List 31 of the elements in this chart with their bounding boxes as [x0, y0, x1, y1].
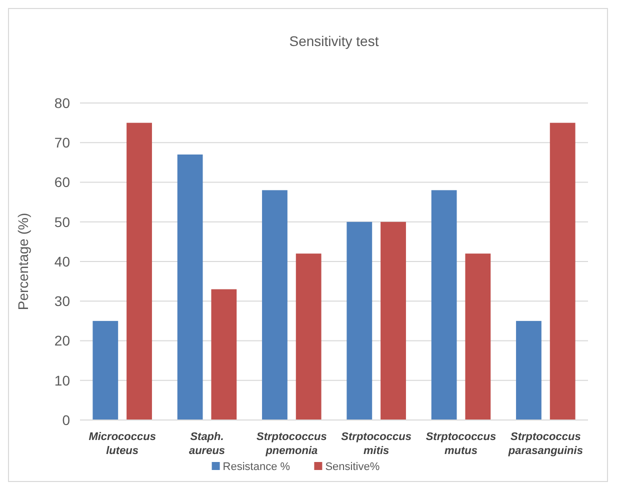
legend-label: Resistance %: [222, 461, 290, 473]
x-tick-label: Micrococcus luteus: [88, 431, 156, 457]
y-axis-title: Percentage (%): [15, 212, 31, 310]
bar: [516, 320, 542, 420]
bar: [92, 320, 118, 420]
bar: [380, 222, 406, 420]
x-tick-label: Strptococcus parasanguinis: [507, 431, 583, 457]
y-tick-label: 20: [54, 332, 70, 349]
y-tick-label: 0: [62, 412, 70, 428]
bar: [550, 122, 576, 420]
bar: [431, 190, 457, 420]
legend-label: Sensitive%: [325, 461, 380, 473]
bar: [296, 254, 322, 420]
y-tick-label: 30: [54, 293, 70, 310]
bar: [262, 190, 288, 420]
y-tick-label: 50: [54, 214, 70, 230]
x-tick-label: Strptococcus pnemonia: [256, 431, 327, 457]
bar: [465, 254, 491, 420]
y-tick-label: 70: [54, 134, 70, 151]
y-tick-label: 40: [54, 253, 70, 270]
x-tick-label: Strptococcus mitis: [341, 431, 412, 457]
bar: [177, 154, 203, 420]
y-tick-label: 10: [54, 372, 70, 388]
chart-title: Sensitivity test: [289, 33, 379, 49]
bar: [346, 222, 372, 420]
y-tick-label: 60: [54, 174, 70, 190]
x-tick-label: Staph. aureus: [188, 431, 226, 457]
y-tick-label: 80: [54, 94, 70, 111]
bar: [126, 122, 152, 420]
x-tick-label: Strptococcus mutus: [426, 431, 496, 457]
bar: [211, 289, 237, 420]
